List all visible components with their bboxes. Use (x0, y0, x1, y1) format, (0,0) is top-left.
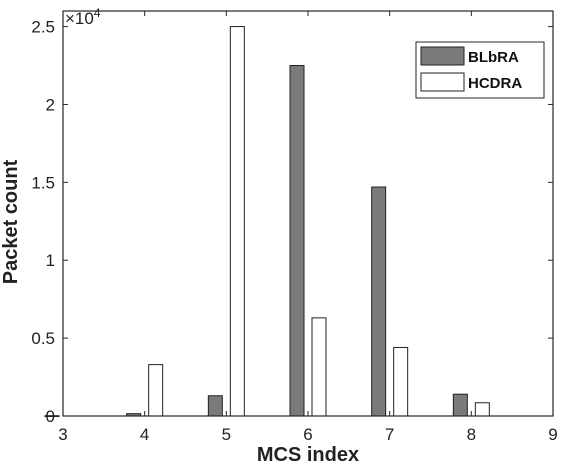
bar-blbra-mcs-8 (452, 393, 468, 417)
y-tick-label: 1.5 (31, 173, 55, 192)
bars-group (44, 26, 490, 417)
legend-label-hcdra: HCDRA (468, 75, 522, 92)
bar-hcdra-mcs-7 (393, 346, 409, 417)
legend-swatch-blbra (420, 46, 465, 66)
bar-hcdra-mcs-6 (311, 317, 327, 417)
x-axis-title: MCS index (257, 444, 359, 466)
y-axis-title: Packet count (0, 159, 22, 284)
legend: BLbRA HCDRA (415, 41, 545, 99)
bar-blbra-mcs-6 (289, 65, 305, 417)
x-tick-label: 4 (140, 425, 149, 444)
bar-hcdra-mcs-8 (474, 402, 490, 417)
x-tick-label: 9 (548, 425, 557, 444)
y-tick-label: 2.5 (31, 18, 55, 37)
y-exponent-label: ×104 (65, 6, 101, 28)
x-tick-label: 5 (222, 425, 231, 444)
bar-blbra-mcs-5 (207, 395, 223, 417)
x-tick-label: 3 (58, 425, 67, 444)
y-tick-label: 0 (46, 407, 55, 426)
y-tick-label: 1 (46, 251, 55, 270)
legend-label-blbra: BLbRA (468, 49, 519, 66)
plot-frame (62, 10, 554, 417)
legend-swatch-hcdra (420, 72, 465, 92)
bar-hcdra-mcs-5 (229, 26, 245, 417)
x-tick-label: 6 (303, 425, 312, 444)
ticks-group: 3 4 5 6 7 8 9 0 0.5 1 1.5 2 2.5 (31, 11, 558, 444)
y-tick-label: 2 (46, 95, 55, 114)
x-tick-label: 7 (385, 425, 394, 444)
y-tick-label: 0.5 (31, 329, 55, 348)
bar-blbra-mcs-7 (371, 186, 387, 417)
x-tick-label: 8 (467, 425, 476, 444)
bar-blbra-mcs-3 (44, 415, 60, 417)
bar-hcdra-mcs-4 (148, 364, 164, 417)
